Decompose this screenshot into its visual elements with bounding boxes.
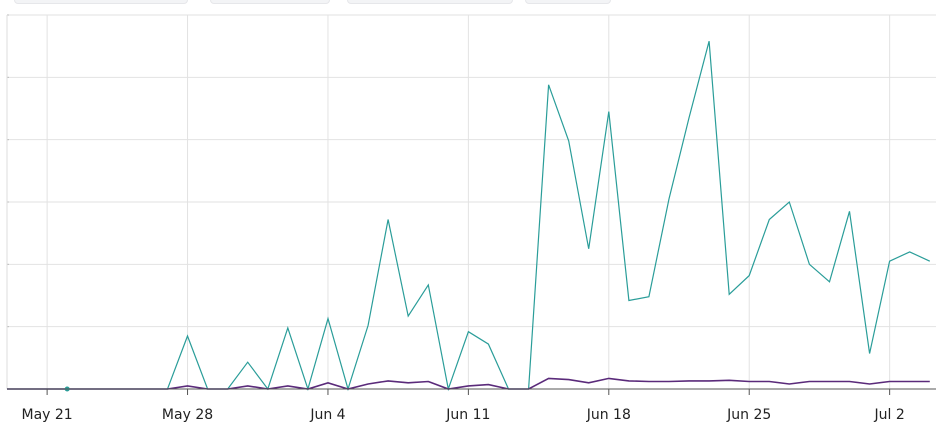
x-tick-label: May 28 <box>162 407 213 423</box>
chart-grid <box>6 14 936 390</box>
chart-axis: May 21 May 28 Jun 4 Jun 11 Jun 18 Jun 25 Jul 2 <box>7 388 936 423</box>
x-tick-label: Jul 2 <box>874 407 905 423</box>
x-tick-label: May 21 <box>22 407 73 423</box>
x-tick-label: Jun 4 <box>309 407 345 423</box>
x-tick-label: Jun 18 <box>586 407 631 423</box>
x-tick-label: Jun 25 <box>726 407 771 423</box>
x-tick-label: Jun 11 <box>445 407 490 423</box>
